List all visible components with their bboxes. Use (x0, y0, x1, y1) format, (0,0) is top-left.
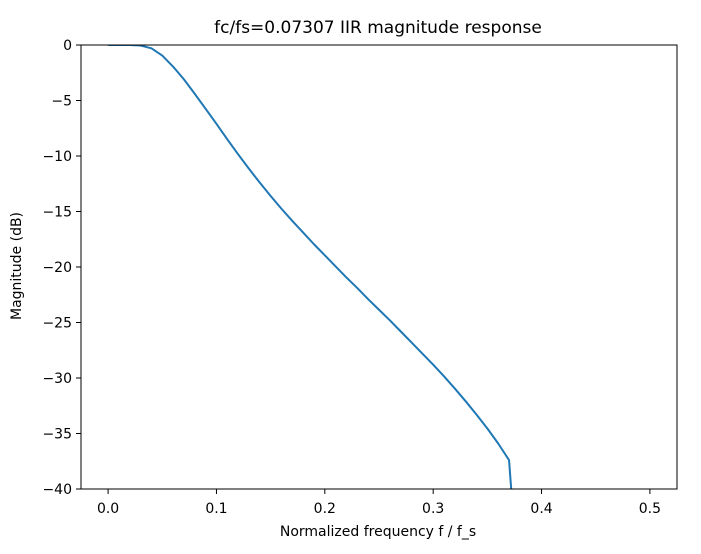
y-tick-label: −25 (42, 316, 72, 332)
y-tick-label: −30 (42, 371, 72, 387)
series-line-0 (108, 45, 513, 489)
plot-content (108, 45, 513, 489)
x-tick-label: 0.3 (422, 501, 444, 517)
chart-title: fc/fs=0.07307 IIR magnitude response (214, 18, 542, 38)
y-tick-label: −35 (42, 427, 72, 443)
x-tick-label: 0.0 (97, 501, 119, 517)
x-tick-label: 0.4 (530, 501, 552, 517)
y-tick-label: −10 (42, 149, 72, 165)
y-tick-label: 0 (63, 38, 72, 54)
x-axis-label: Normalized frequency f / f_s (280, 524, 476, 540)
y-tick-label: −15 (42, 205, 72, 221)
x-tick-label: 0.5 (639, 501, 661, 517)
x-axis-ticks: 0.0 0.1 0.2 0.3 0.4 0.5 (97, 489, 661, 517)
x-tick-label: 0.2 (314, 501, 336, 517)
y-tick-label: −40 (42, 482, 72, 498)
x-tick-label: 0.1 (205, 501, 227, 517)
y-tick-label: −20 (42, 260, 72, 276)
y-axis-ticks: 0 −5 −10 −15 −20 −25 −30 −35 −40 (42, 38, 81, 498)
plot-frame (80, 44, 678, 490)
y-tick-label: −5 (51, 94, 72, 110)
y-axis-label: Magnitude (dB) (9, 212, 25, 320)
